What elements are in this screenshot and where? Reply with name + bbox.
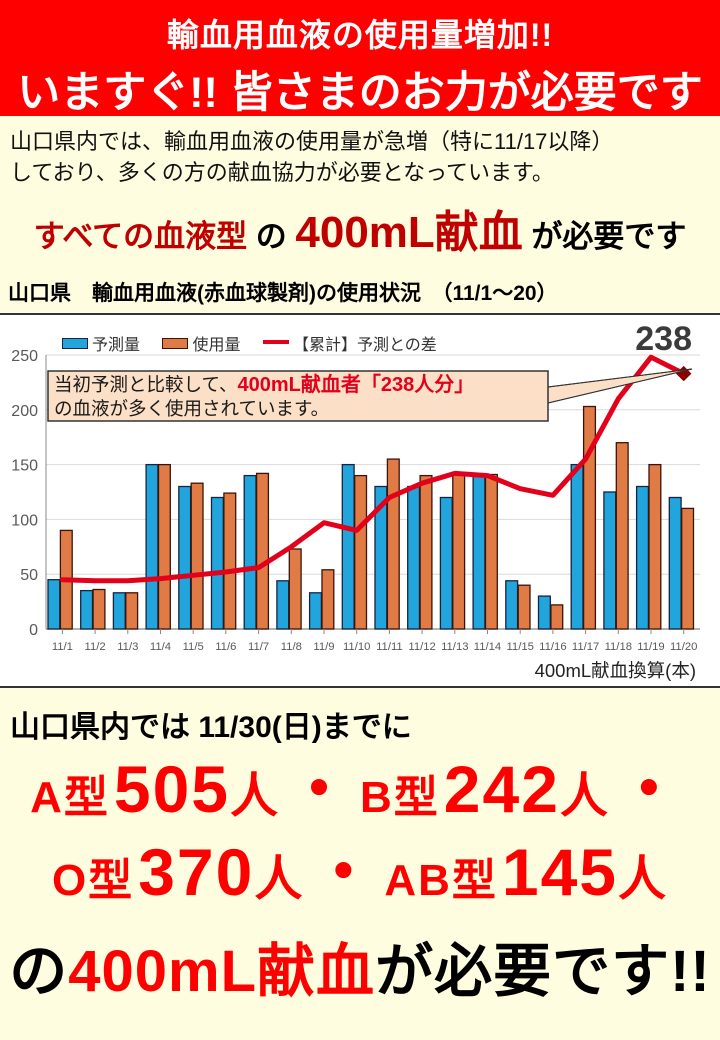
svg-text:11/13: 11/13: [441, 641, 468, 653]
svg-text:11/20: 11/20: [670, 641, 697, 653]
svg-text:100: 100: [11, 512, 38, 529]
svg-text:50: 50: [20, 567, 38, 584]
svg-text:11/12: 11/12: [408, 641, 435, 653]
svg-text:11/3: 11/3: [117, 641, 138, 653]
svg-text:11/2: 11/2: [85, 641, 106, 653]
svg-text:11/8: 11/8: [281, 641, 302, 653]
svg-text:11/1: 11/1: [52, 641, 73, 653]
svg-text:200: 200: [11, 403, 38, 420]
svg-text:11/6: 11/6: [215, 641, 236, 653]
svg-text:11/7: 11/7: [248, 641, 269, 653]
svg-text:11/15: 11/15: [506, 641, 533, 653]
svg-text:11/9: 11/9: [313, 641, 334, 653]
svg-text:11/18: 11/18: [605, 641, 632, 653]
svg-text:150: 150: [11, 458, 38, 475]
svg-text:0: 0: [29, 622, 38, 639]
svg-text:400mL献血換算(本): 400mL献血換算(本): [535, 660, 696, 681]
svg-text:11/11: 11/11: [376, 641, 403, 653]
svg-text:11/4: 11/4: [150, 641, 171, 653]
svg-text:11/5: 11/5: [183, 641, 204, 653]
svg-text:11/10: 11/10: [343, 641, 370, 653]
svg-text:11/14: 11/14: [474, 641, 501, 653]
svg-text:11/17: 11/17: [572, 641, 599, 653]
svg-text:11/19: 11/19: [637, 641, 664, 653]
svg-text:11/16: 11/16: [539, 641, 566, 653]
svg-text:250: 250: [11, 348, 38, 365]
